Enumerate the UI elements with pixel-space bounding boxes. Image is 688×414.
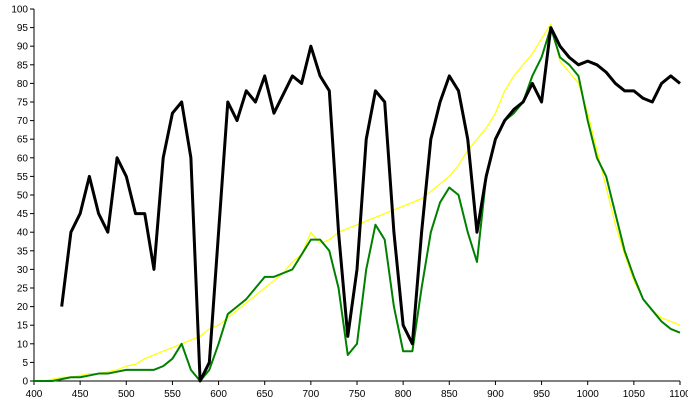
- x-tick-label: 1100: [669, 389, 688, 400]
- y-tick-label: 90: [17, 42, 29, 53]
- y-tick-label: 100: [11, 5, 28, 16]
- x-tick-label: 900: [487, 389, 504, 400]
- y-tick-label: 0: [22, 377, 28, 388]
- y-tick-label: 15: [17, 321, 29, 332]
- y-tick-label: 55: [17, 172, 29, 183]
- y-tick-label: 35: [17, 246, 29, 257]
- y-tick-label: 30: [17, 265, 29, 276]
- line: [34, 23, 681, 382]
- x-tick-label: 750: [349, 389, 366, 400]
- x-tick-label: 1000: [577, 389, 600, 400]
- x-tick-label: 500: [118, 389, 135, 400]
- y-tick-label: 50: [17, 191, 29, 202]
- y-tick-label: 10: [17, 339, 29, 350]
- line: [34, 26, 681, 382]
- x-tick-label: 600: [210, 389, 227, 400]
- x-tick-label: 800: [395, 389, 412, 400]
- x-tick-label: 850: [441, 389, 458, 400]
- x-tick-label: 450: [72, 389, 89, 400]
- y-tick-label: 5: [22, 358, 28, 369]
- y-tick-label: 20: [17, 302, 29, 313]
- y-tick-label: 75: [17, 98, 29, 109]
- y-tick-label: 40: [17, 228, 29, 239]
- x-tick-label: 950: [533, 389, 550, 400]
- y-tick-label: 85: [17, 60, 29, 71]
- x-tick-label: 400: [26, 389, 43, 400]
- y-tick-label: 65: [17, 135, 29, 146]
- y-tick-label: 70: [17, 116, 29, 127]
- x-tick-label: 1050: [623, 389, 646, 400]
- line: [60, 26, 681, 383]
- x-tick-label: 700: [303, 389, 320, 400]
- x-tick-label: 550: [164, 389, 181, 400]
- y-tick-label: 25: [17, 284, 29, 295]
- y-tick-label: 45: [17, 209, 29, 220]
- x-tick-label: 650: [256, 389, 273, 400]
- y-tick-label: 60: [17, 153, 29, 164]
- y-tick-label: 80: [17, 79, 29, 90]
- y-tick-label: 95: [17, 23, 29, 34]
